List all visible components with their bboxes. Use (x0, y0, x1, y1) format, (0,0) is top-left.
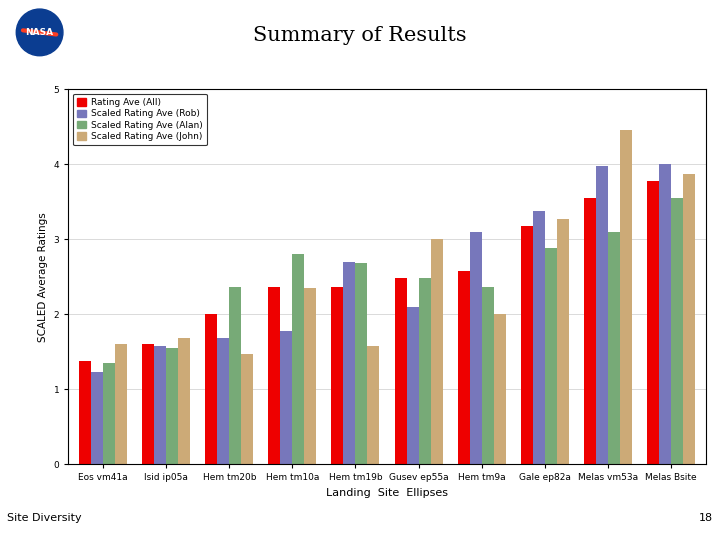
Bar (458, 271, 469, 464)
Bar (584, 198, 596, 464)
Bar (205, 314, 217, 464)
Bar (79, 361, 91, 464)
Bar (469, 232, 482, 464)
Bar (292, 254, 305, 464)
Bar (217, 338, 229, 464)
FancyArrowPatch shape (23, 30, 56, 35)
Bar (407, 307, 418, 464)
Bar (557, 219, 569, 464)
Legend: Rating Ave (All), Scaled Rating Ave (Rob), Scaled Rating Ave (Alan), Scaled Rati: Rating Ave (All), Scaled Rating Ave (Rob… (73, 93, 207, 145)
Bar (331, 287, 343, 464)
Bar (482, 287, 494, 464)
Bar (533, 211, 545, 464)
Bar (395, 278, 407, 464)
Bar (280, 331, 292, 464)
Bar (115, 345, 127, 464)
Text: Summary of Results: Summary of Results (253, 25, 467, 45)
Bar (671, 198, 683, 464)
Text: Mars Exploration Rover: Mars Exploration Rover (588, 59, 709, 69)
Bar (521, 226, 533, 464)
Bar (166, 348, 178, 464)
Bar (647, 181, 659, 464)
Bar (367, 346, 379, 464)
Bar (269, 287, 280, 464)
Circle shape (17, 9, 63, 56)
Bar (241, 354, 253, 464)
Bar (103, 363, 115, 464)
Bar (494, 314, 505, 464)
Bar (154, 346, 166, 464)
Bar (596, 166, 608, 464)
Bar (431, 239, 443, 464)
Bar (178, 338, 190, 464)
Text: 18: 18 (698, 514, 713, 523)
Bar (91, 372, 103, 464)
Bar (418, 278, 431, 464)
Y-axis label: SCALED Average Ratings: SCALED Average Ratings (38, 212, 48, 342)
Text: Site Diversity: Site Diversity (7, 514, 82, 523)
Text: NASA: NASA (25, 28, 54, 37)
Bar (608, 232, 620, 464)
Bar (356, 263, 367, 464)
Bar (343, 262, 356, 464)
Bar (229, 287, 241, 464)
Bar (143, 345, 154, 464)
Bar (659, 164, 671, 464)
Bar (305, 288, 316, 464)
Bar (545, 248, 557, 464)
Bar (620, 130, 631, 464)
X-axis label: Landing  Site  Ellipses: Landing Site Ellipses (326, 488, 448, 498)
Bar (683, 174, 695, 464)
